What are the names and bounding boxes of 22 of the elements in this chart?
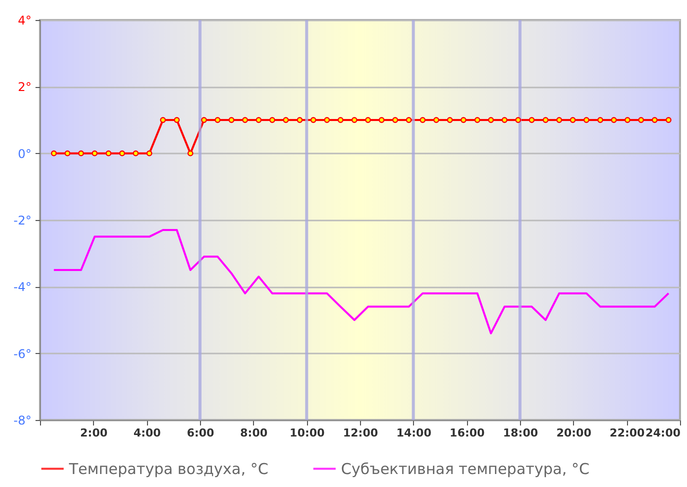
y-tick-label: 4° (18, 14, 32, 28)
x-tick-label: 20:00 (556, 426, 592, 440)
x-tick-label: 6:00 (186, 426, 215, 440)
y-tick-label: -8° (14, 414, 32, 428)
legend-label: Субъективная температура, °C (341, 460, 590, 478)
x-tick-label: 10:00 (290, 426, 326, 440)
x-tick-label: 14:00 (396, 426, 432, 440)
y-tick-label: 0° (18, 146, 32, 161)
x-tick-label: 12:00 (342, 426, 378, 440)
x-tick-label: 16:00 (450, 426, 486, 440)
x-tick-label: 2:00 (80, 426, 108, 440)
x-tick-label: 4:00 (133, 426, 162, 440)
x-tick-label: 22:00 (610, 426, 646, 440)
line-series (52, 229, 670, 334)
x-tick-label: 24:00 (645, 426, 681, 440)
x-tick-label: 18:00 (502, 426, 538, 440)
y-tick-label: 2° (18, 80, 32, 94)
y-tick-label: -6° (14, 346, 32, 361)
y-tick-label: -4° (14, 280, 32, 294)
x-tick-label: 8:00 (240, 426, 268, 440)
y-tick-label: -2° (14, 214, 32, 228)
legend-label: Температура воздуха, °C (68, 460, 268, 478)
